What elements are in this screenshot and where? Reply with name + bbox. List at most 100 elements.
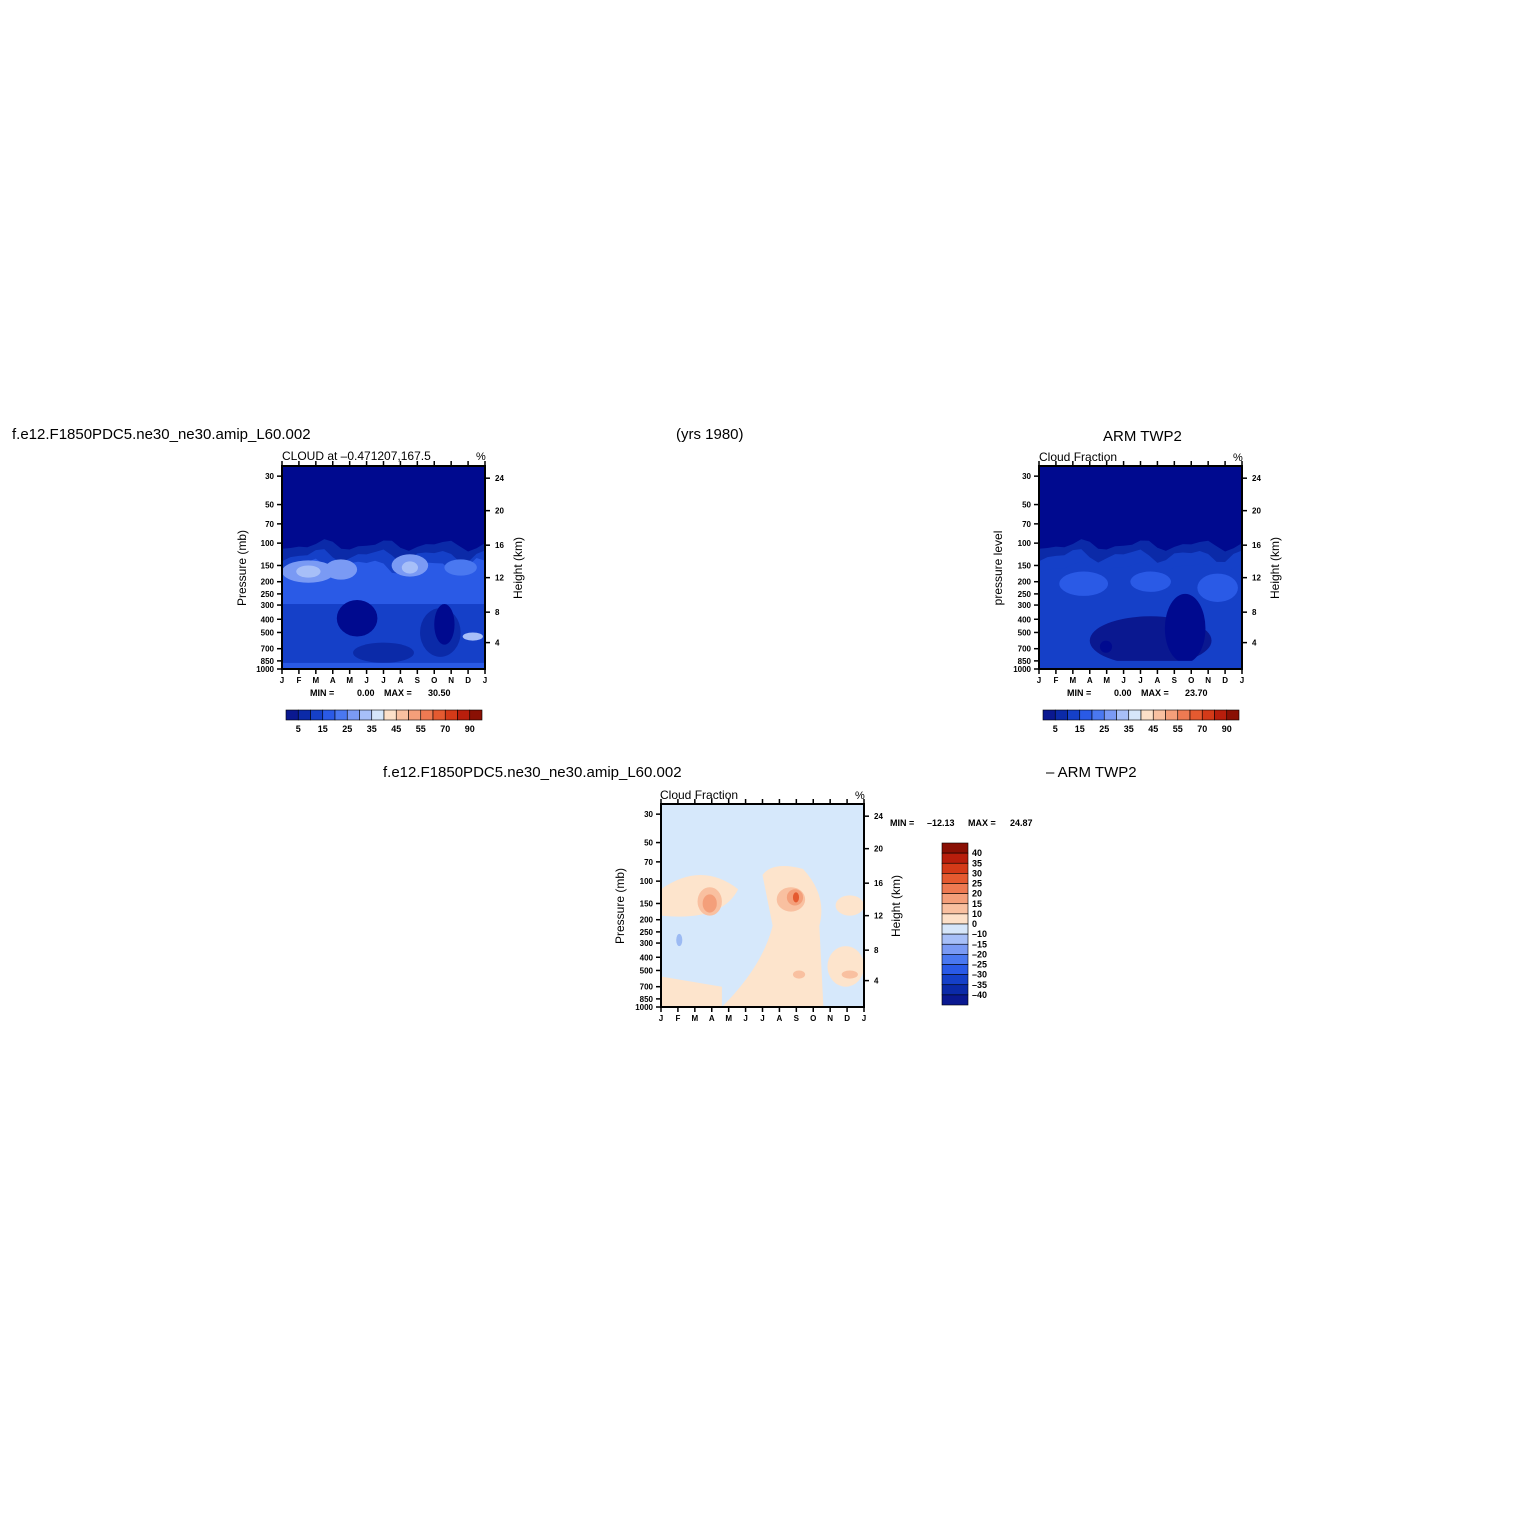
y-right-axis-label: Height (km) <box>889 875 903 937</box>
colorbar-swatch <box>1079 709 1093 721</box>
colorbar-swatch <box>371 709 385 721</box>
years-label: (yrs 1980) <box>676 426 744 443</box>
y-tick-label: 30 <box>644 810 653 819</box>
contour-patch <box>336 599 378 637</box>
colorbar-label: 35 <box>972 858 982 868</box>
contour-patch <box>841 970 858 979</box>
min-label: MIN = <box>890 818 914 828</box>
contour-patch <box>661 875 739 917</box>
colorbar-label: 70 <box>1197 724 1207 734</box>
y-right-tick-label: 16 <box>495 541 504 550</box>
min-label: MIN = <box>310 688 334 698</box>
colorbar-label: 20 <box>972 889 982 899</box>
y-tick-label: 250 <box>640 928 654 937</box>
y-right-tick-label: 12 <box>1252 574 1261 583</box>
colorbar-label: 70 <box>440 724 450 734</box>
x-tick-label: A <box>398 676 404 685</box>
colorbar-label: –10 <box>972 929 987 939</box>
x-tick-label: F <box>675 1014 680 1023</box>
colorbar-swatch <box>941 943 969 955</box>
colorbar-label: 25 <box>1099 724 1109 734</box>
min-value: 0.00 <box>1114 688 1132 698</box>
y-tick-label: 150 <box>640 899 654 908</box>
colorbar-label: 5 <box>296 724 301 734</box>
x-tick-label: J <box>743 1014 747 1023</box>
colorbar-swatch <box>941 954 969 965</box>
panel-title: Cloud Fraction <box>1039 450 1117 464</box>
field-base <box>661 804 864 1007</box>
plot-frame <box>281 465 486 670</box>
colorbar-label: 10 <box>972 909 982 919</box>
x-tick-label: J <box>364 676 368 685</box>
y-tick-label: 200 <box>1018 578 1032 587</box>
colorbar-swatch <box>383 709 397 721</box>
colorbar-label: 90 <box>465 724 475 734</box>
contour-patch <box>296 565 321 578</box>
x-tick-label: A <box>709 1014 715 1023</box>
contour-patch <box>420 608 461 657</box>
contour-band <box>282 539 485 669</box>
x-tick-label: J <box>381 676 385 685</box>
y-right-tick-label: 20 <box>1252 507 1261 516</box>
x-tick-label: J <box>1037 676 1041 685</box>
contour-patch <box>324 559 358 580</box>
y-tick-label: 200 <box>261 578 275 587</box>
colorbar-label: –25 <box>972 960 987 970</box>
y-tick-label: 70 <box>644 858 653 867</box>
colorbar-swatch <box>941 913 969 925</box>
x-tick-label: J <box>1240 676 1244 685</box>
y-tick-label: 300 <box>261 601 275 610</box>
y-tick-label: 150 <box>261 561 275 570</box>
colorbar-swatch <box>432 709 446 721</box>
y-tick-label: 250 <box>1018 590 1032 599</box>
colorbar-label: 55 <box>416 724 426 734</box>
y-tick-label: 700 <box>261 645 275 654</box>
colorbar-swatch <box>285 709 299 721</box>
contour-patch <box>676 933 683 947</box>
colorbar-label: 30 <box>972 868 982 878</box>
colorbar-label: –20 <box>972 949 987 959</box>
colorbar-swatch <box>1067 709 1081 721</box>
colorbar-swatch <box>457 709 471 721</box>
y-right-tick-label: 8 <box>495 608 500 617</box>
colorbar-swatch <box>297 709 311 721</box>
x-tick-label: A <box>330 676 336 685</box>
y-tick-label: 250 <box>261 590 275 599</box>
x-tick-label: J <box>760 1014 764 1023</box>
contour-band <box>1039 660 1242 669</box>
colorbar-swatch <box>1201 709 1215 721</box>
contour-patch <box>353 642 414 663</box>
colorbar-swatch <box>1103 709 1117 721</box>
colorbar-label: 25 <box>972 879 982 889</box>
colorbar-swatch <box>322 709 336 721</box>
colorbar-label: –15 <box>972 939 987 949</box>
y-tick-label: 300 <box>1018 601 1032 610</box>
colorbar-swatch <box>1054 709 1068 721</box>
colorbar-label: –40 <box>972 990 987 1000</box>
contour-patch <box>721 866 824 1007</box>
contour-band <box>1039 539 1242 669</box>
unit-label: % <box>1233 452 1243 464</box>
x-tick-label: M <box>1069 676 1076 685</box>
x-tick-label: D <box>465 676 471 685</box>
x-tick-label: J <box>483 676 487 685</box>
contour-band <box>1039 549 1242 669</box>
colorbar-label: 15 <box>972 899 982 909</box>
y-tick-label: 100 <box>1018 539 1032 548</box>
x-tick-label: F <box>1053 676 1058 685</box>
obs-title: ARM TWP2 <box>1103 428 1182 445</box>
field-base <box>282 466 485 669</box>
contour-patch <box>827 946 864 987</box>
colorbar-label: 15 <box>318 724 328 734</box>
contour-patch <box>792 892 800 903</box>
y-right-axis-label: Height (km) <box>1268 537 1282 599</box>
colorbar-swatch <box>1116 709 1130 721</box>
y-right-tick-label: 24 <box>874 812 883 821</box>
colorbar-swatch <box>1140 709 1154 721</box>
y-tick-label: 200 <box>640 916 654 925</box>
colorbar-swatch <box>941 852 969 864</box>
colorbar-label: 45 <box>1148 724 1158 734</box>
colorbar-label: 90 <box>1222 724 1232 734</box>
